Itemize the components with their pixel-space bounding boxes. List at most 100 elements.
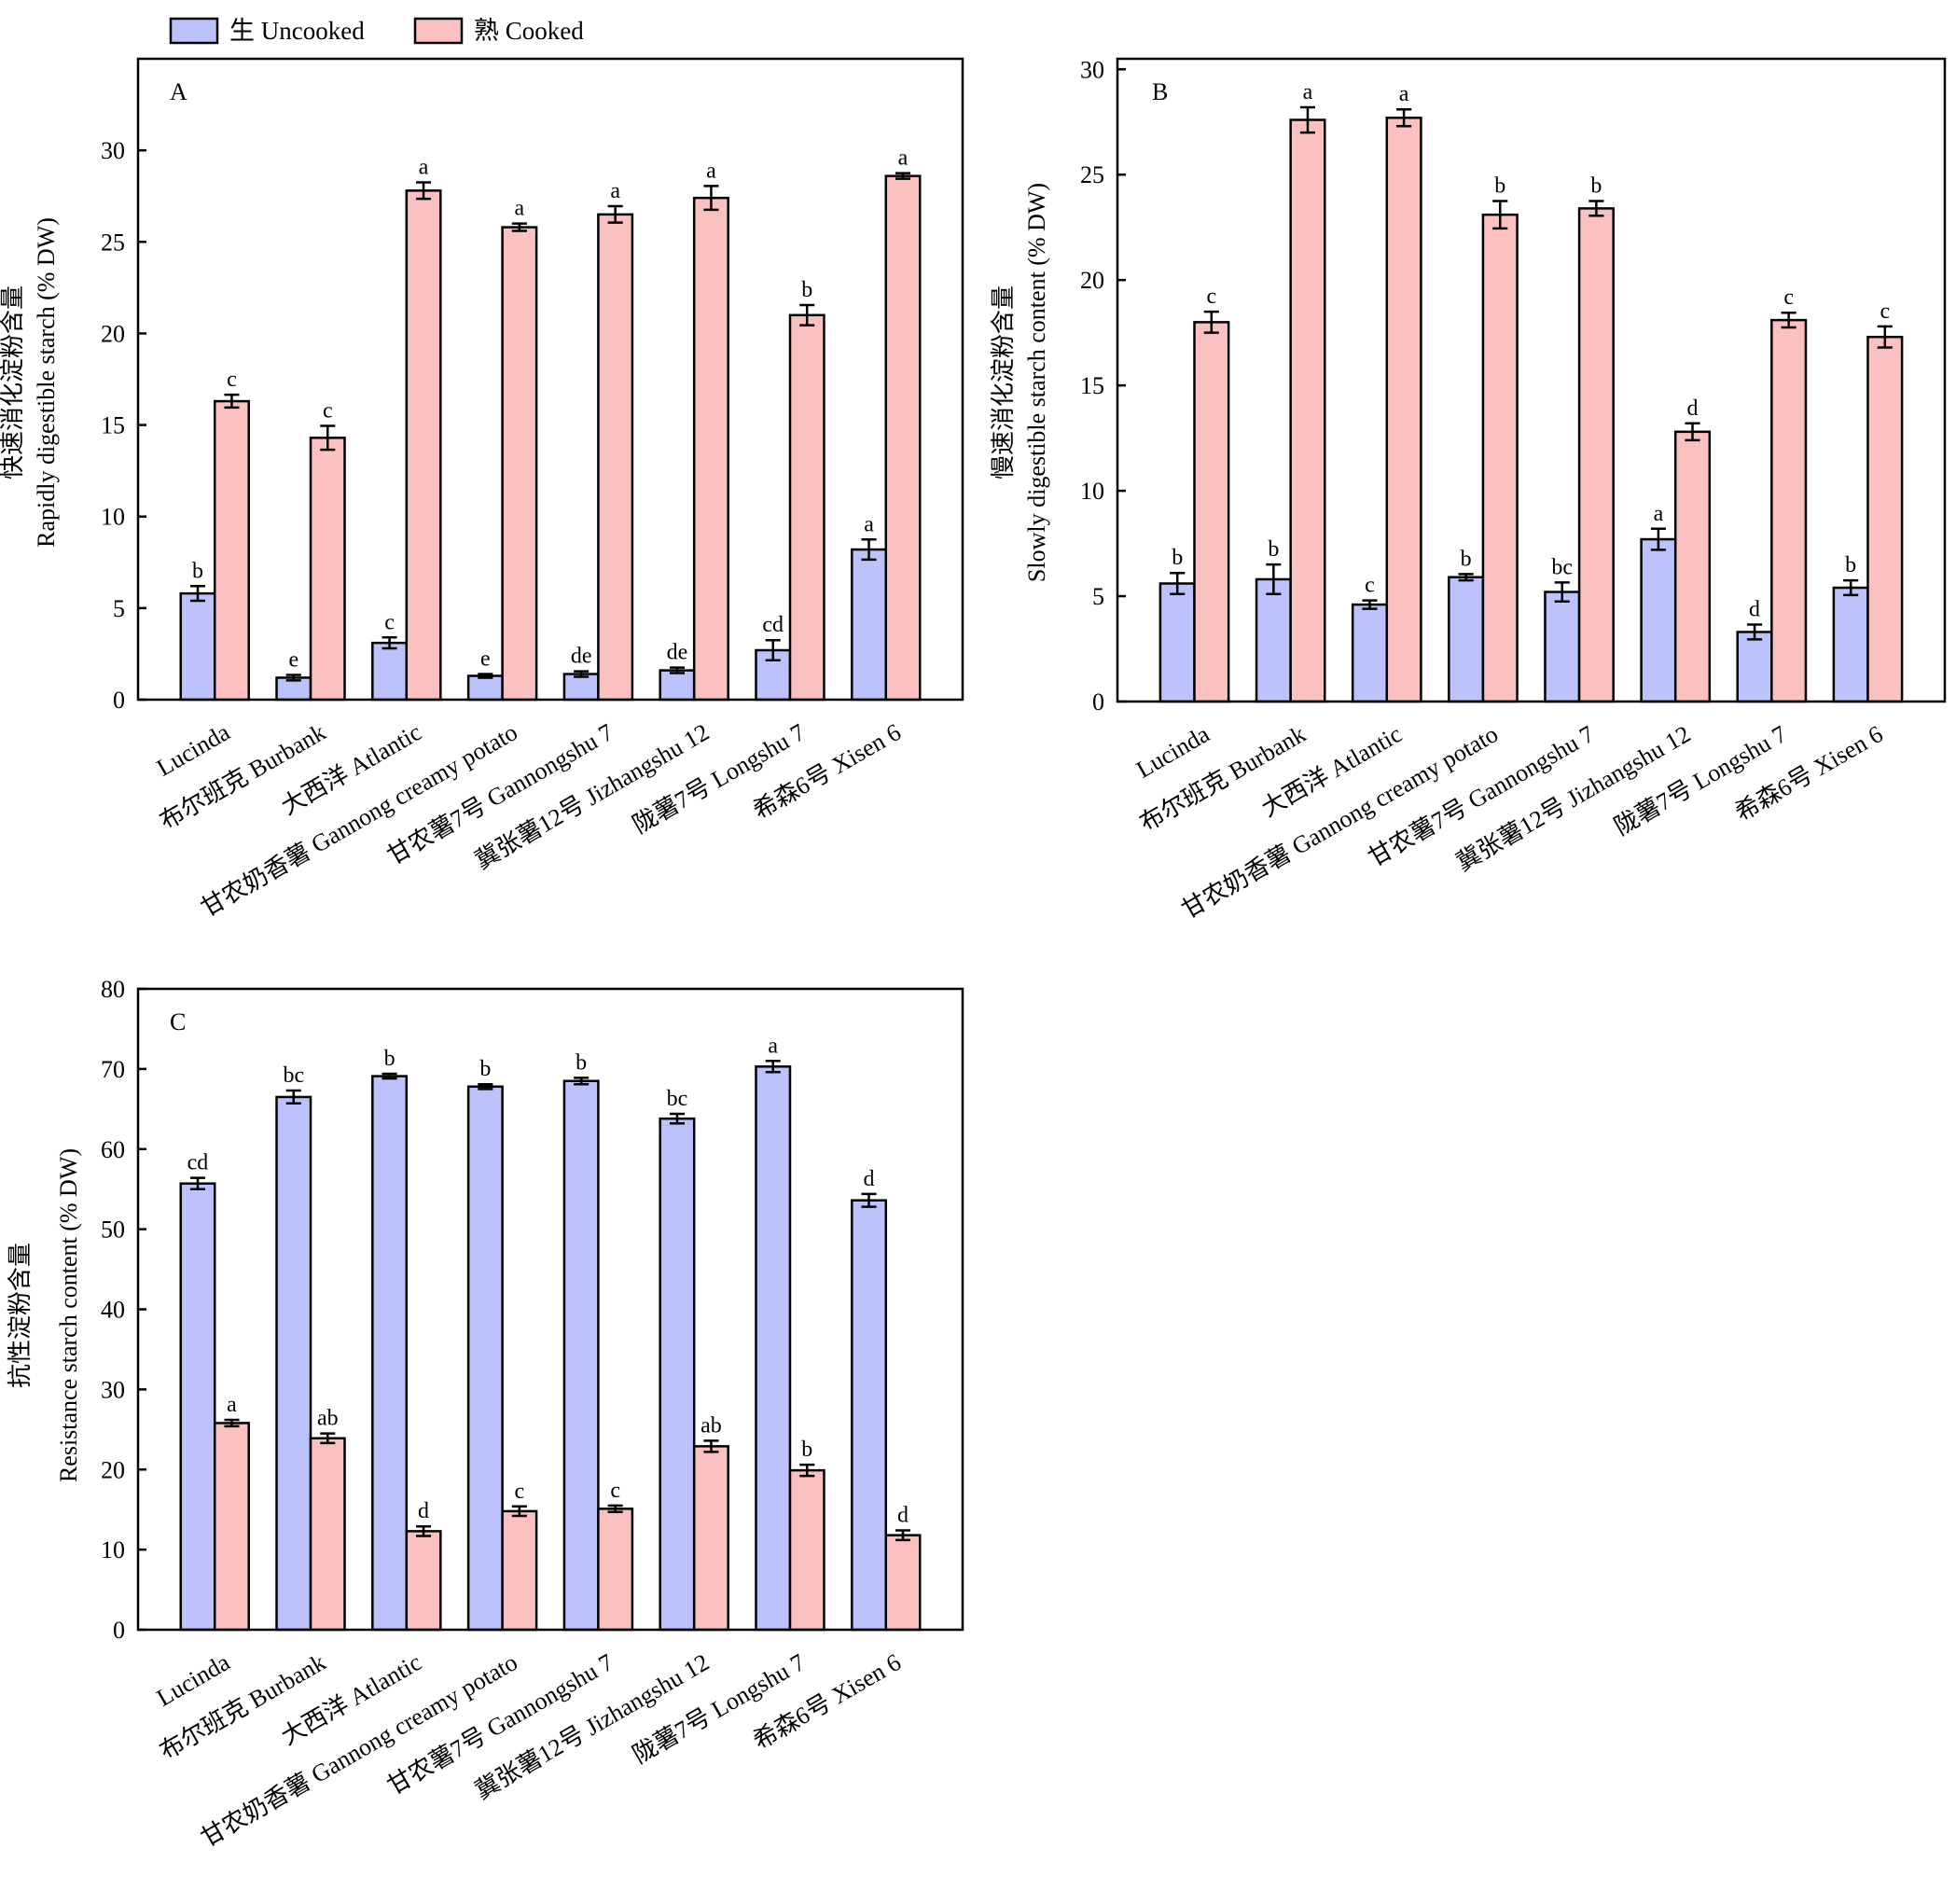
- panel-b-sig-label-uncooked-1: b: [1268, 537, 1279, 562]
- panel-c-ytick-label-2: 20: [101, 1456, 125, 1483]
- panel-c-sig-label-cooked-1: ab: [317, 1407, 339, 1431]
- panel-b-ylabel-en: Slowly digestible starch content (% DW): [1023, 183, 1050, 582]
- panel-a-ytick-label-0: 0: [113, 687, 125, 714]
- panel-a-sig-label-cooked-1: c: [323, 399, 333, 424]
- panel-b-ytick-label-3: 15: [1080, 372, 1104, 399]
- panel-c-sig-label-uncooked-2: b: [384, 1047, 395, 1071]
- panel-c-label: C: [170, 1008, 186, 1035]
- panel-c-bar-cooked-1: [309, 1437, 346, 1632]
- panel-a-label: A: [170, 78, 187, 105]
- legend-swatch-cooked: [413, 17, 464, 45]
- panel-c-sig-label-cooked-5: ab: [701, 1413, 722, 1438]
- panel-c-bar-cooked-0: [213, 1422, 250, 1632]
- panel-a-sig-label-uncooked-3: e: [480, 647, 491, 672]
- panel-c-sig-label-cooked-7: d: [897, 1504, 909, 1528]
- panel-c-sig-label-uncooked-1: bc: [283, 1063, 304, 1088]
- panel-a-sig-label-cooked-0: c: [227, 368, 237, 392]
- panel-b-ytick-label-4: 20: [1080, 267, 1104, 294]
- panel-c-ytick-label-3: 30: [101, 1376, 125, 1403]
- panel-c-sig-label-cooked-4: c: [610, 1479, 620, 1503]
- panel-c-sig-label-cooked-3: c: [515, 1480, 525, 1504]
- panel-c-bar-cooked-3: [501, 1509, 538, 1632]
- panel-c-sig-label-cooked-6: b: [801, 1438, 812, 1462]
- panel-c-sig-label-uncooked-6: a: [768, 1034, 778, 1058]
- panel-b: 慢速消化淀粉含量 Slowly digestible starch conten…: [990, 78, 1168, 582]
- panel-b-sig-label-uncooked-5: a: [1654, 502, 1664, 526]
- panel-b-sig-label-cooked-7: c: [1880, 299, 1890, 324]
- panel-a-sig-label-cooked-3: a: [515, 197, 525, 221]
- panel-a-ytick-label-3: 15: [101, 412, 125, 439]
- panel-a-bar-uncooked-2: [371, 641, 409, 702]
- panel-b-category-label-6: 陇薯7号 Longshu 7: [1610, 720, 1792, 841]
- panel-b-bar-cooked-1: [1289, 118, 1326, 703]
- panel-a-sig-label-uncooked-2: c: [384, 610, 395, 634]
- panel-b-bar-uncooked-6: [1736, 631, 1773, 703]
- panel-b-sig-label-cooked-2: a: [1399, 82, 1409, 106]
- panel-a: 快速消化淀粉含量 Rapidly digestible starch (% DW…: [0, 78, 187, 548]
- panel-a-bar-uncooked-7: [851, 548, 888, 702]
- panel-c-sig-label-uncooked-5: bc: [667, 1087, 688, 1111]
- panel-b-sig-label-uncooked-7: b: [1845, 553, 1856, 577]
- panel-b-ytick-label-0: 0: [1092, 688, 1104, 716]
- panel-c-ytick-label-5: 50: [101, 1216, 125, 1244]
- panel-b-category-label-1: 布尔班克 Burbank: [1135, 720, 1311, 837]
- panel-a-bar-cooked-7: [884, 174, 922, 702]
- panel-c-category-label-1: 布尔班克 Burbank: [155, 1648, 330, 1765]
- panel-a-sig-label-uncooked-6: cd: [762, 613, 784, 637]
- panel-a-bar-cooked-6: [788, 313, 825, 702]
- panel-b-frame: [1116, 57, 1947, 703]
- panel-b-bar-cooked-5: [1673, 430, 1712, 703]
- panel-b-bar-uncooked-7: [1832, 586, 1869, 703]
- panel-a-sig-label-uncooked-7: a: [864, 512, 874, 536]
- panel-b-label: B: [1152, 78, 1168, 105]
- panel-a-category-label-1: 布尔班克 Burbank: [155, 718, 330, 835]
- panel-a-ytick-label-6: 30: [101, 137, 125, 164]
- panel-c-sig-label-uncooked-4: b: [576, 1050, 587, 1075]
- panel-c-ytick-label-4: 40: [101, 1297, 125, 1324]
- panel-b-sig-label-cooked-3: b: [1494, 174, 1505, 198]
- panel-b-ytick-label-6: 30: [1080, 56, 1104, 83]
- panel-c-bar-uncooked-5: [659, 1117, 696, 1632]
- panel-a-bar-cooked-2: [405, 189, 442, 702]
- panel-c-ytick-label-8: 80: [101, 976, 125, 1003]
- panel-b-bar-uncooked-2: [1351, 603, 1389, 703]
- panel-b-bar-cooked-6: [1770, 318, 1808, 703]
- legend-swatch-uncooked: [169, 17, 219, 45]
- panel-b-ytick-label-2: 10: [1080, 478, 1104, 505]
- panel-b-sig-label-uncooked-3: b: [1461, 547, 1472, 571]
- panel-a-sig-label-uncooked-4: de: [571, 645, 592, 669]
- panel-b-bar-uncooked-1: [1255, 577, 1292, 703]
- panel-c-bar-uncooked-3: [466, 1085, 504, 1632]
- legend-label-uncooked: 生 Uncooked: [229, 17, 365, 45]
- panel-c-bar-uncooked-6: [755, 1065, 792, 1632]
- panel-c-bar-uncooked-2: [371, 1075, 409, 1632]
- panel-a-sig-label-cooked-6: b: [801, 278, 812, 302]
- panel-a-bar-cooked-1: [309, 437, 346, 702]
- panel-b-bar-cooked-4: [1577, 207, 1615, 703]
- legend-label-cooked: 熟 Cooked: [474, 17, 584, 45]
- panel-b-bar-cooked-2: [1385, 117, 1422, 703]
- panel-c-ylabel-en: Resistance starch content (% DW): [55, 1148, 82, 1482]
- panel-b-sig-label-cooked-5: d: [1687, 396, 1699, 421]
- panel-c-bar-cooked-2: [405, 1530, 442, 1632]
- panel-c-bar-cooked-7: [884, 1534, 922, 1632]
- panel-b-ytick-label-5: 25: [1080, 161, 1104, 188]
- panel-a-sig-label-uncooked-5: de: [667, 641, 688, 665]
- panel-a-ytick-label-1: 5: [113, 595, 125, 622]
- panel-b-bar-uncooked-5: [1640, 537, 1677, 703]
- panel-b-bar-cooked-0: [1193, 321, 1230, 703]
- panel-c-ylabel-cn: 抗性淀粉含量: [7, 1243, 34, 1388]
- panel-a-bar-uncooked-5: [659, 669, 696, 702]
- panel-c-sig-label-uncooked-3: b: [479, 1057, 491, 1081]
- panel-c-sig-label-cooked-0: a: [227, 1393, 237, 1417]
- panel-a-ytick-label-5: 25: [101, 229, 125, 256]
- panel-c-ytick-label-1: 10: [101, 1536, 125, 1564]
- panel-b-ytick-label-1: 5: [1092, 583, 1104, 610]
- panel-a-frame: [136, 57, 964, 702]
- panel-c-category-label-6: 陇薯7号 Longshu 7: [628, 1648, 810, 1769]
- panel-c-bar-uncooked-4: [562, 1079, 600, 1632]
